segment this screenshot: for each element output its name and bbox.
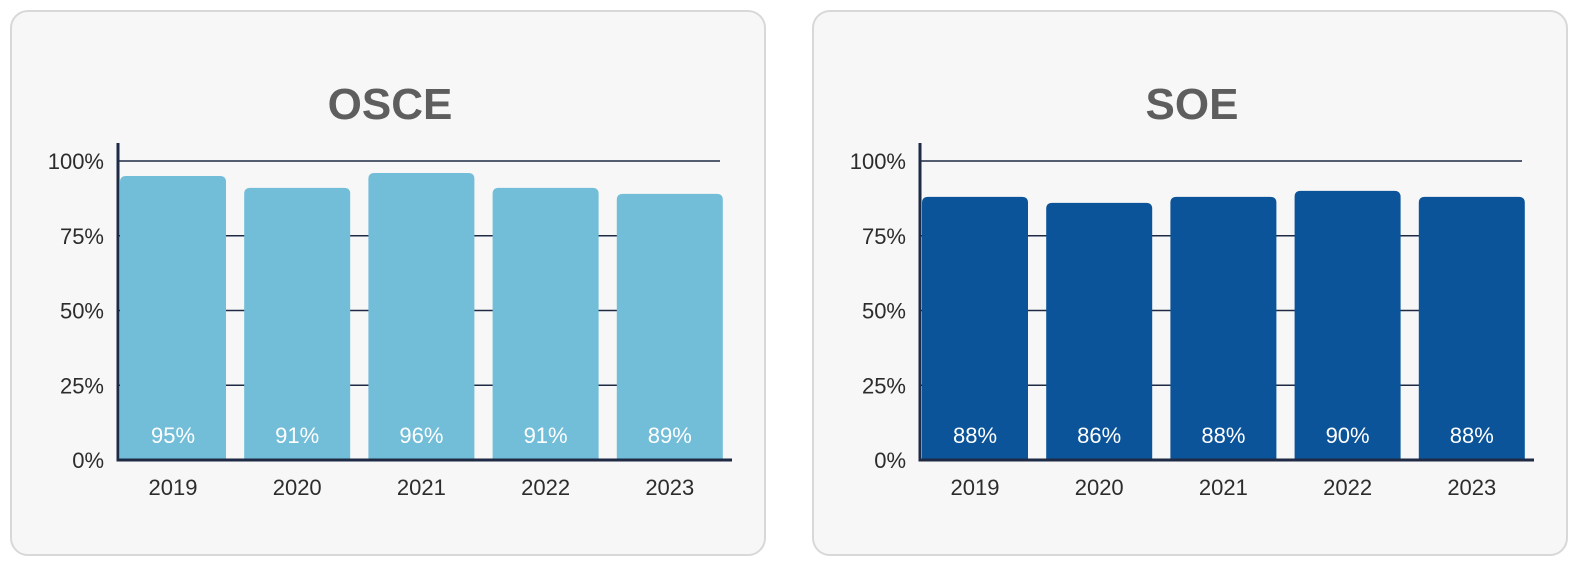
bar-2022 <box>1294 190 1401 460</box>
data-label: 86% <box>1077 423 1121 448</box>
bar-2020 <box>1046 202 1153 461</box>
x-tick-label: 2022 <box>1323 475 1372 500</box>
data-label: 88% <box>953 423 997 448</box>
data-label: 91% <box>275 423 319 448</box>
y-tick-label: 75% <box>60 224 104 249</box>
y-tick-label: 0% <box>874 448 906 473</box>
data-label: 88% <box>1450 423 1494 448</box>
bar-2020 <box>244 187 351 460</box>
bar-2021 <box>368 172 475 460</box>
chart-panel-soe: SOE 0% 25% 50% 75% 100% 88% 2019 86% 2020 88% 2021… <box>812 10 1568 556</box>
chart-panel-osce: OSCE 0% 25% 50% 75% 100% 95% 2019 91% 2020 96% 202… <box>10 10 766 556</box>
data-label: 91% <box>524 423 568 448</box>
y-tick-label: 25% <box>862 373 906 398</box>
y-tick-label: 75% <box>862 224 906 249</box>
data-label: 95% <box>151 423 195 448</box>
y-tick-label: 0% <box>72 448 104 473</box>
y-tick-label: 25% <box>60 373 104 398</box>
bar-2019 <box>120 175 226 460</box>
x-tick-label: 2021 <box>397 475 446 500</box>
data-label: 96% <box>399 423 443 448</box>
x-tick-label: 2022 <box>521 475 570 500</box>
y-tick-label: 100% <box>48 149 104 174</box>
bar-2022 <box>492 187 599 460</box>
x-tick-label: 2019 <box>951 475 1000 500</box>
chart-osce: OSCE 0% 25% 50% 75% 100% 95% 2019 91% 2020 96% 202… <box>48 80 732 500</box>
data-label: 90% <box>1326 423 1370 448</box>
bar-2021 <box>1170 196 1277 460</box>
y-tick-label: 50% <box>862 299 906 324</box>
x-tick-label: 2021 <box>1199 475 1248 500</box>
x-tick-label: 2020 <box>273 475 322 500</box>
chart-title: SOE <box>1146 80 1239 129</box>
chart-soe: SOE 0% 25% 50% 75% 100% 88% 2019 86% 2020 88% 2021… <box>850 80 1534 500</box>
y-tick-label: 100% <box>850 149 906 174</box>
x-tick-label: 2020 <box>1075 475 1124 500</box>
x-tick-label: 2019 <box>149 475 198 500</box>
bar-2023 <box>616 193 723 460</box>
chart-title: OSCE <box>328 80 453 129</box>
x-tick-label: 2023 <box>1447 475 1496 500</box>
x-tick-label: 2023 <box>645 475 694 500</box>
bar-2023 <box>1418 196 1525 460</box>
data-label: 89% <box>648 423 692 448</box>
data-label: 88% <box>1201 423 1245 448</box>
y-tick-label: 50% <box>60 299 104 324</box>
bar-2019 <box>922 196 1028 460</box>
